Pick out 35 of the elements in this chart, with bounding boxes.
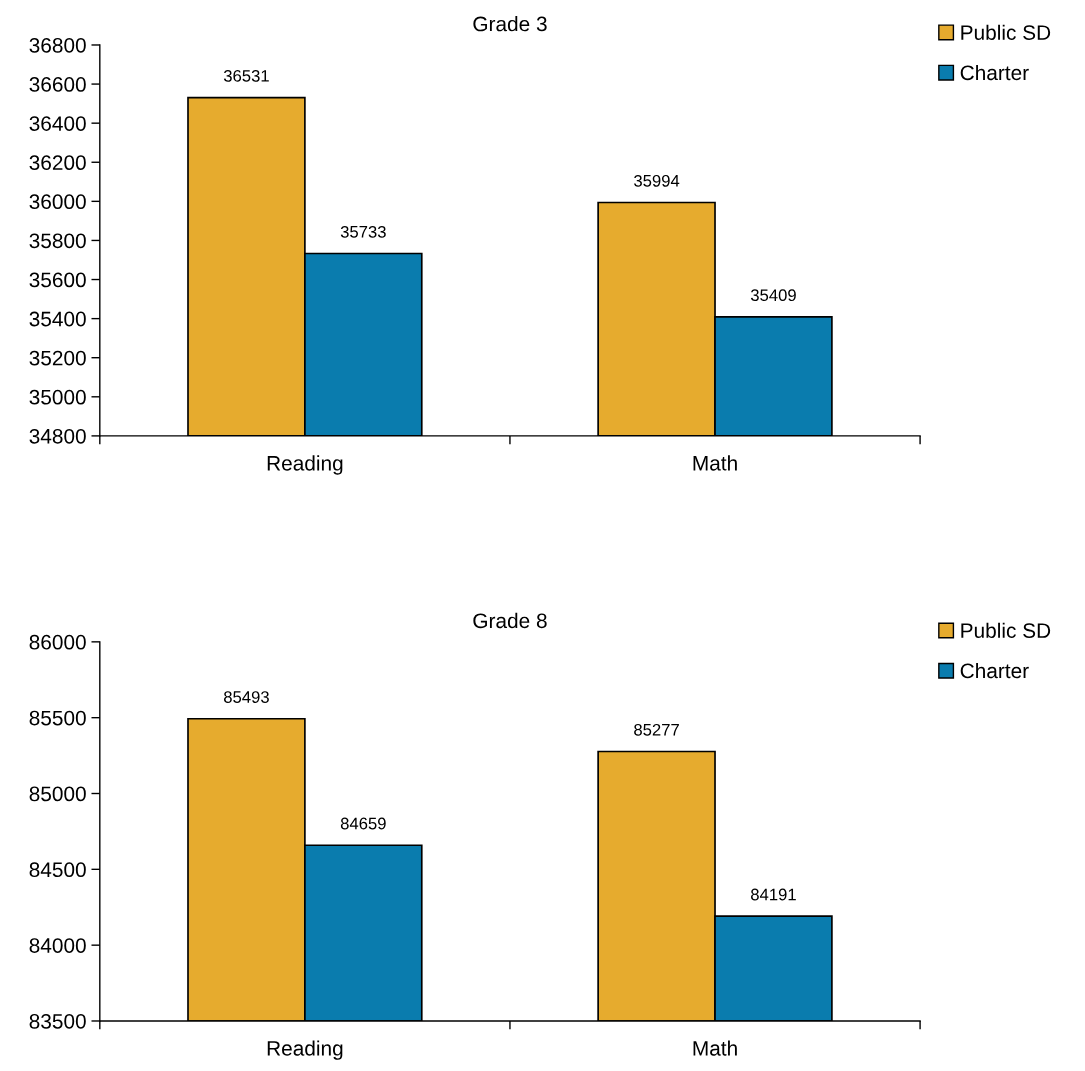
y-tick-label: 35800 bbox=[29, 233, 86, 249]
data-label: 84191 bbox=[751, 888, 796, 901]
x-tick-label: Math bbox=[693, 455, 737, 471]
y-tick-label: 86000 bbox=[29, 634, 86, 650]
y-tick-label: 36200 bbox=[29, 155, 86, 171]
data-label: 84659 bbox=[340, 817, 386, 830]
data-label: 35409 bbox=[750, 289, 796, 302]
y-tick-label: 36600 bbox=[29, 77, 86, 92]
x-tick-label: Reading bbox=[267, 455, 343, 475]
y-tick-label: 35600 bbox=[29, 272, 86, 288]
y-tick-label: 34800 bbox=[29, 428, 86, 444]
y-tick-label: 36400 bbox=[29, 116, 86, 131]
legend-label: Public SD bbox=[961, 622, 1051, 638]
legend-label: Public SD bbox=[961, 24, 1051, 40]
data-label: 85493 bbox=[223, 691, 269, 703]
data-label: 85277 bbox=[634, 723, 679, 736]
y-tick-label: 36000 bbox=[29, 194, 86, 210]
y-tick-label: 35200 bbox=[29, 350, 86, 366]
legend-label: Charter bbox=[960, 64, 1029, 81]
y-tick-label: 84000 bbox=[29, 938, 86, 953]
chart-title: Grade 8 bbox=[473, 612, 547, 629]
data-label: 36531 bbox=[223, 69, 269, 82]
x-tick-label: Reading bbox=[267, 1040, 343, 1060]
y-tick-label: 85500 bbox=[29, 710, 86, 726]
x-tick-label: Math bbox=[693, 1040, 737, 1056]
y-tick-label: 85000 bbox=[29, 786, 86, 802]
legend-label: Charter bbox=[960, 662, 1029, 679]
y-tick-label: 36800 bbox=[29, 37, 86, 53]
y-tick-label: 83500 bbox=[29, 1013, 86, 1029]
y-tick-label: 35000 bbox=[29, 389, 86, 405]
y-tick-label: 84500 bbox=[29, 862, 86, 878]
y-tick-label: 35400 bbox=[29, 311, 86, 327]
chart-title: Grade 3 bbox=[473, 16, 547, 32]
data-label: 35994 bbox=[634, 174, 680, 187]
data-label: 35733 bbox=[340, 225, 386, 238]
